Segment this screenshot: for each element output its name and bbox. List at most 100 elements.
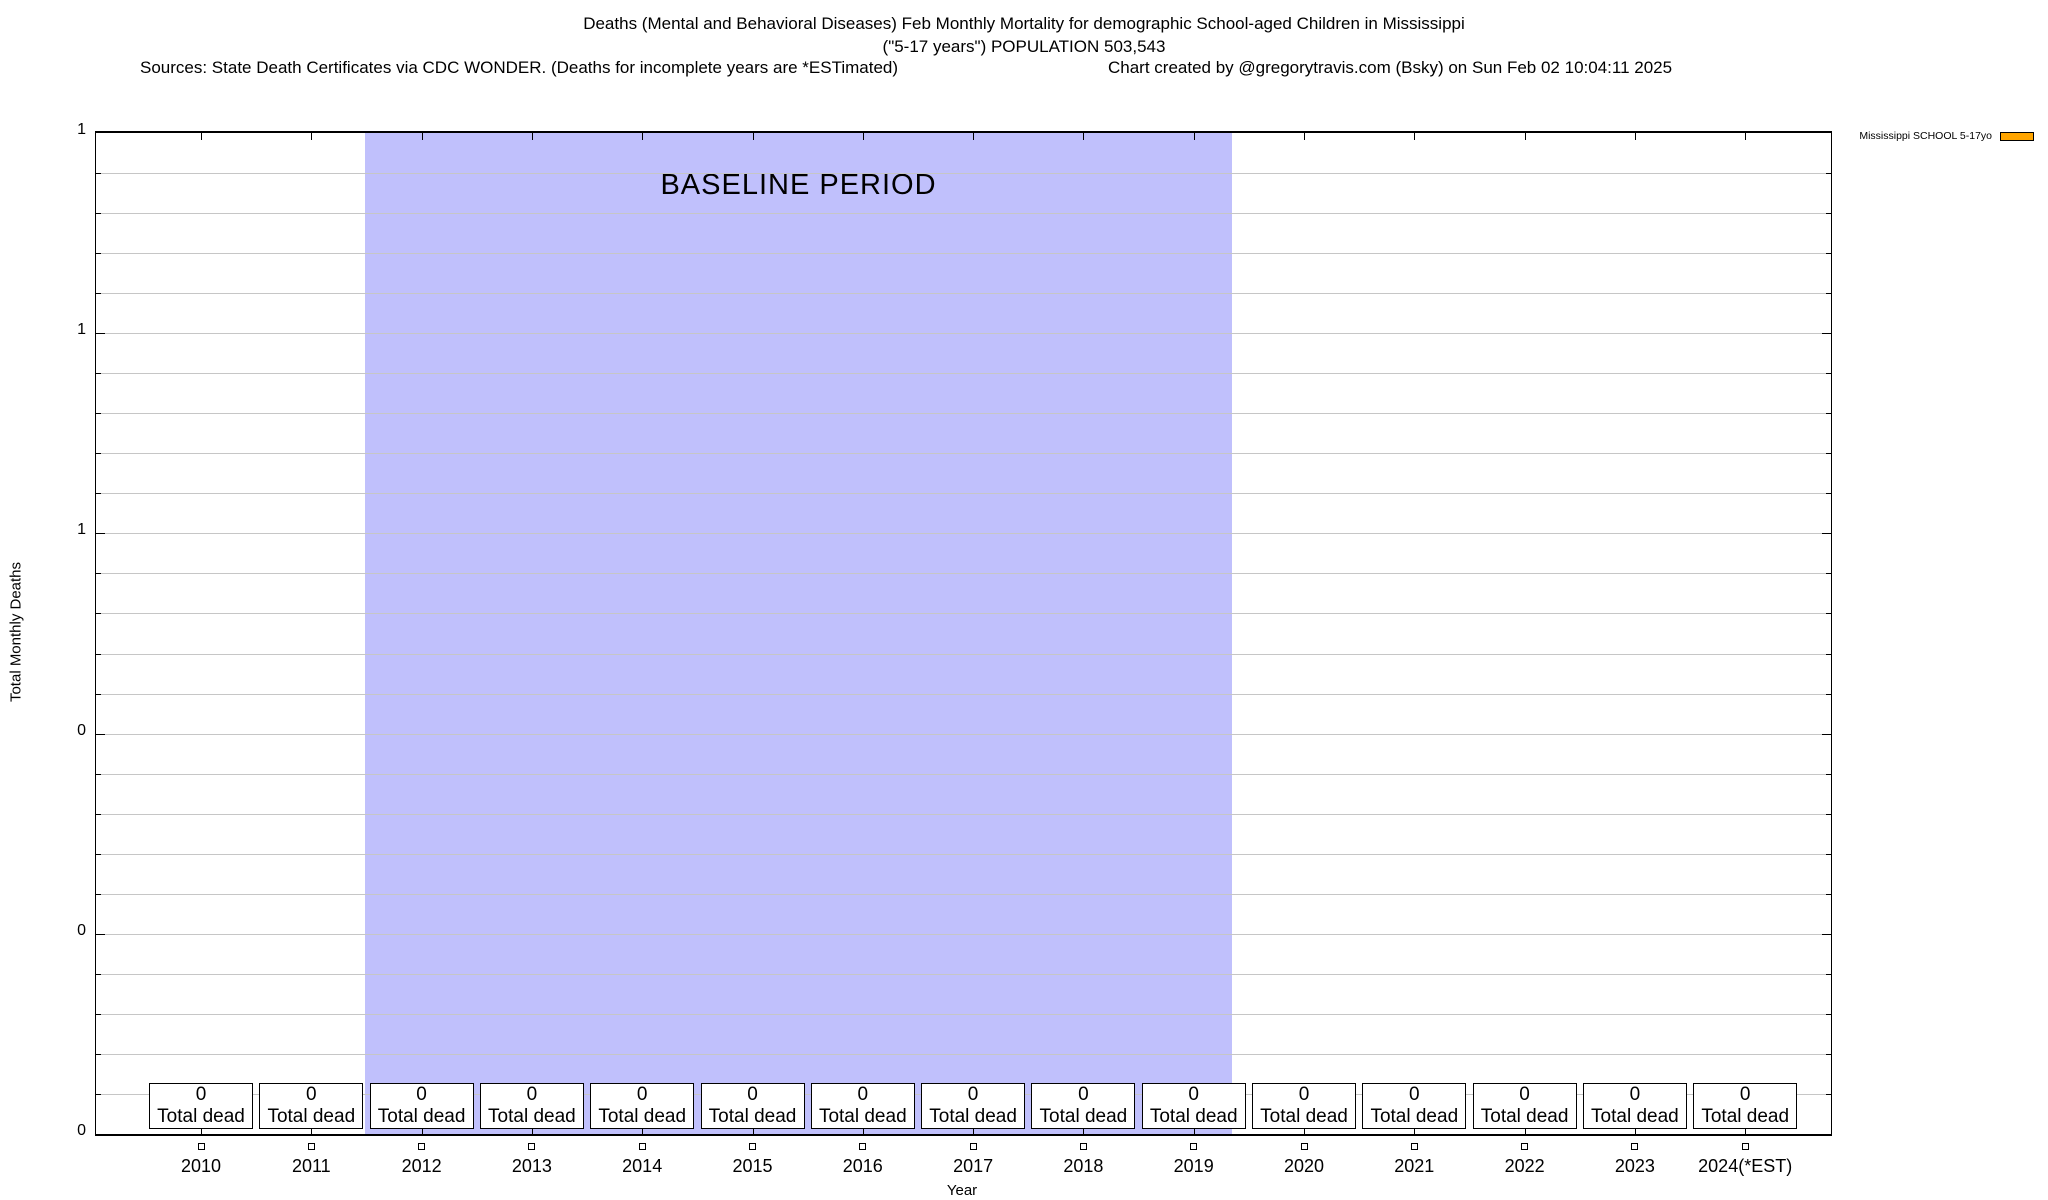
legend-series-label: Mississippi SCHOOL 5-17yo — [1859, 130, 1992, 142]
y-tick-right — [1826, 293, 1831, 294]
x-tick-label: 2016 — [842, 1156, 883, 1176]
y-tick-left — [96, 694, 101, 695]
x-tick-label: 2010 — [180, 1156, 222, 1176]
y-tick-left — [96, 293, 101, 294]
y-tick-label: 0 — [77, 721, 86, 739]
y-tick-left — [96, 734, 105, 735]
total-dead-label: Total dead — [1149, 1106, 1238, 1127]
y-tick-left — [96, 453, 101, 454]
value-box-stem — [311, 1129, 313, 1134]
x-tick-label: 2017 — [953, 1156, 994, 1176]
y-tick-left — [96, 854, 101, 855]
x-tick-top — [1193, 133, 1195, 140]
x-tick-top — [201, 133, 202, 140]
value-box-stem — [1745, 1129, 1747, 1134]
y-tick-left — [96, 533, 105, 534]
total-dead-label: Total dead — [1701, 1106, 1790, 1127]
legend-swatch-icon — [2000, 131, 2034, 141]
total-dead-box: 0 Total dead — [1582, 1083, 1687, 1129]
total-dead-value: 0 — [747, 1084, 758, 1105]
x-tick-label: 2013 — [511, 1156, 552, 1176]
y-tick-right — [1826, 573, 1831, 574]
y-tick-right — [1822, 533, 1831, 534]
total-dead-value: 0 — [1188, 1084, 1199, 1105]
value-box-stem — [1304, 1129, 1305, 1134]
y-tick-left — [96, 173, 101, 174]
data-point-marker-icon — [1521, 1143, 1529, 1150]
total-dead-value: 0 — [857, 1084, 869, 1105]
total-dead-value: 0 — [1739, 1084, 1751, 1105]
x-tick-top — [1634, 133, 1636, 140]
gridline — [96, 492, 1831, 494]
data-point-marker-icon — [528, 1143, 536, 1150]
y-tick-left — [96, 1054, 101, 1055]
y-tick-label: 1 — [77, 321, 86, 339]
total-dead-label: Total dead — [1260, 1106, 1348, 1127]
y-tick-right — [1826, 974, 1831, 975]
gridline — [96, 372, 1831, 374]
y-tick-right — [1826, 654, 1831, 655]
credit-note: Chart created by @gregorytravis.com (Bsk… — [1108, 58, 1673, 77]
y-tick-left — [96, 573, 101, 574]
data-point-marker-icon — [1190, 1143, 1198, 1150]
y-tick-left — [96, 654, 101, 655]
total-dead-value: 0 — [195, 1084, 207, 1105]
x-tick-label: 2019 — [1173, 1156, 1214, 1176]
legend: Mississippi SCHOOL 5-17yo — [1859, 130, 2034, 142]
y-tick-left — [96, 613, 101, 614]
gridline — [96, 532, 1831, 534]
baseline-period-label: BASELINE PERIOD — [660, 169, 937, 201]
data-point-marker-icon — [749, 1143, 756, 1150]
total-dead-value: 0 — [636, 1084, 648, 1105]
y-tick-right — [1822, 934, 1831, 935]
total-dead-label: Total dead — [929, 1106, 1017, 1127]
data-point-marker-icon — [1079, 1143, 1087, 1150]
y-tick-left — [96, 373, 101, 374]
total-dead-box: 0 Total dead — [149, 1083, 253, 1129]
y-tick-left — [96, 974, 101, 975]
y-tick-right — [1826, 1054, 1831, 1055]
plot-area: BASELINE PERIOD 0 Total dead 2010 0 Total de… — [95, 131, 1832, 1176]
value-box-stem — [1414, 1129, 1416, 1134]
total-dead-box: 0 Total dead — [700, 1083, 805, 1129]
y-tick-left — [96, 1094, 101, 1095]
y-tick-label: 1 — [77, 521, 86, 539]
total-dead-box: 0 Total dead — [1472, 1083, 1577, 1129]
total-dead-value: 0 — [1298, 1084, 1310, 1105]
y-tick-right — [1826, 413, 1831, 414]
total-dead-value: 0 — [1078, 1084, 1089, 1105]
total-dead-box: 0 Total dead — [369, 1083, 474, 1129]
x-tick-top — [752, 133, 754, 140]
value-box-stem — [1634, 1129, 1636, 1134]
y-tick-right — [1826, 373, 1831, 374]
x-axis-title: Year — [946, 1182, 978, 1199]
x-tick-label: 2024(*EST) — [1698, 1156, 1793, 1176]
x-tick-label: 2020 — [1283, 1156, 1325, 1176]
x-tick-label: 2015 — [732, 1156, 773, 1176]
gridline — [96, 572, 1831, 574]
gridline — [96, 693, 1831, 695]
gridline — [96, 332, 1831, 334]
y-tick-left — [96, 333, 105, 334]
total-dead-label: Total dead — [1591, 1106, 1679, 1127]
total-dead-value: 0 — [416, 1084, 427, 1105]
y-tick-left — [96, 814, 101, 815]
y-tick-left — [96, 894, 101, 895]
y-tick-right — [1826, 213, 1831, 214]
data-point-marker-icon — [307, 1143, 315, 1150]
value-box-stem — [642, 1129, 644, 1134]
y-tick-right — [1826, 854, 1831, 855]
total-dead-label: Total dead — [598, 1106, 687, 1127]
value-box-stem — [201, 1129, 202, 1134]
value-box-stem — [752, 1129, 754, 1134]
total-dead-value: 0 — [306, 1084, 317, 1105]
y-tick-left — [96, 213, 101, 214]
gridline — [96, 733, 1831, 735]
y-tick-right — [1822, 333, 1831, 334]
data-point-marker-icon — [638, 1143, 646, 1150]
x-tick-top — [1304, 133, 1305, 140]
data-point-marker-icon — [418, 1143, 426, 1150]
x-tick-top — [531, 133, 533, 140]
total-dead-label: Total dead — [1370, 1106, 1459, 1127]
y-tick-left — [96, 413, 101, 414]
